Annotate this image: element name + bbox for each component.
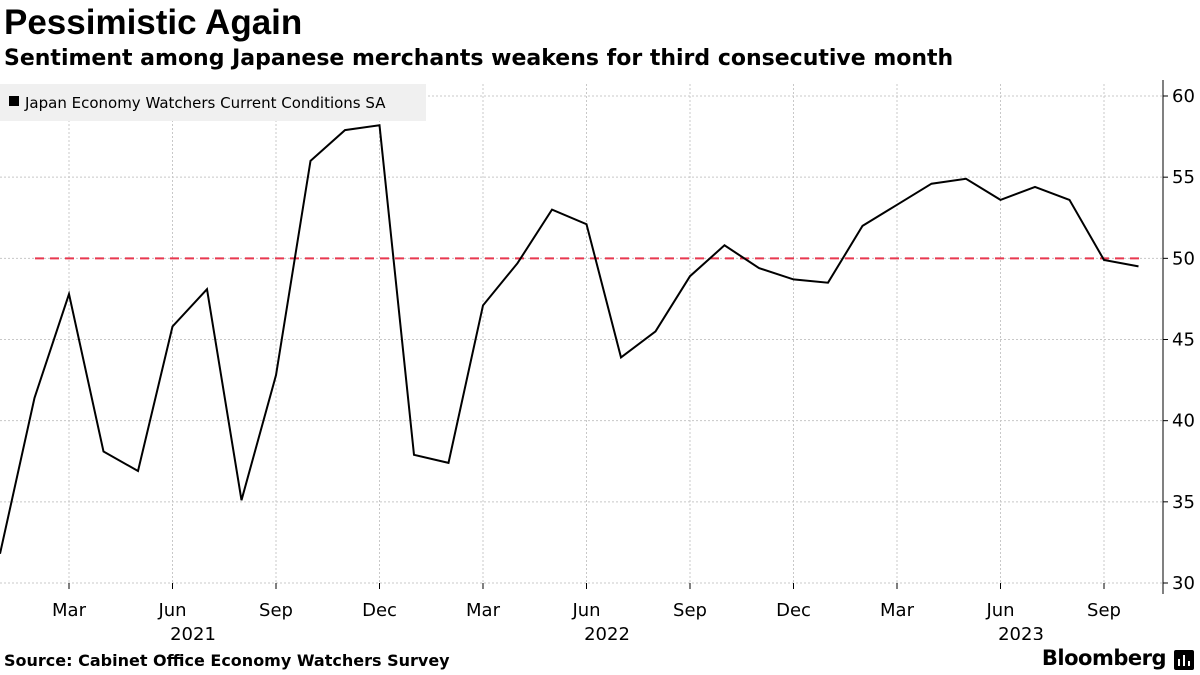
y-tick-label: 55	[1172, 167, 1195, 188]
x-tick-label: Sep	[673, 600, 707, 621]
x-year-label: 2021	[170, 624, 216, 640]
data-point	[550, 207, 555, 212]
data-point	[136, 468, 141, 473]
series-line-economy-watchers	[0, 124, 1139, 555]
data-point	[757, 266, 762, 271]
y-gridlines	[0, 95, 1163, 584]
data-point	[826, 280, 831, 285]
x-tick-label: Dec	[776, 600, 811, 621]
y-tick-label: 45	[1172, 330, 1195, 351]
data-point	[412, 452, 417, 457]
data-point	[239, 498, 244, 503]
legend-swatch	[9, 96, 19, 106]
data-point	[101, 449, 106, 454]
x-axis-ticks: Mar 2021 Jun Sep Dec Mar 2022 Jun Sep Dec Mar 2023 J…	[52, 583, 1121, 640]
x-year-label: 2023	[998, 624, 1044, 640]
data-point	[895, 202, 900, 207]
y-tick-label: 40	[1172, 411, 1195, 432]
y-axis-ticks: 30 35 40 45 50 55 60	[1163, 86, 1195, 594]
x-tick-label: Dec	[362, 600, 397, 621]
data-point	[998, 197, 1003, 202]
data-point	[653, 329, 658, 334]
legend-background	[0, 84, 426, 121]
x-tick-label: Jun	[571, 600, 600, 621]
data-point	[722, 243, 727, 248]
chart-title: Pessimistic Again	[4, 3, 303, 42]
y-tick-label: 35	[1172, 492, 1195, 513]
data-point	[274, 373, 279, 378]
data-point	[584, 222, 589, 227]
data-point	[688, 274, 693, 279]
x-year-label: 2022	[584, 624, 630, 640]
y-tick-label: 50	[1172, 248, 1195, 269]
legend-label: Japan Economy Watchers Current Condition…	[24, 94, 386, 112]
x-tick-label: Mar	[466, 600, 501, 621]
source-note: Source: Cabinet Office Economy Watchers …	[4, 651, 450, 670]
data-point	[377, 123, 382, 128]
bloomberg-chart-icon	[1174, 650, 1194, 670]
x-tick-label: Jun	[157, 600, 186, 621]
bloomberg-logo: Bloomberg	[1041, 646, 1167, 670]
y-tick-label: 60	[1172, 86, 1195, 107]
chart-subtitle: Sentiment among Japanese merchants weake…	[4, 46, 954, 71]
data-point	[308, 158, 313, 163]
x-tick-label: Mar	[880, 600, 915, 621]
data-point	[860, 223, 865, 228]
data-point	[929, 181, 934, 186]
data-point	[481, 303, 486, 308]
y-tick-label: 30	[1172, 573, 1195, 594]
x-tick-label: Jun	[985, 600, 1014, 621]
data-point	[619, 355, 624, 360]
data-point	[446, 460, 451, 465]
line-chart: Japan Economy Watchers Current Condition…	[0, 80, 1195, 640]
data-point	[205, 287, 210, 292]
data-point	[791, 277, 796, 282]
data-point	[1067, 197, 1072, 202]
data-point	[67, 292, 72, 297]
data-point	[1102, 257, 1107, 262]
data-point	[1033, 184, 1038, 189]
data-point	[515, 261, 520, 266]
legend: Japan Economy Watchers Current Condition…	[0, 84, 426, 121]
x-tick-label: Sep	[1087, 600, 1121, 621]
x-tick-label: Mar	[52, 600, 87, 621]
x-gridlines	[68, 84, 1105, 583]
x-tick-label: Sep	[259, 600, 293, 621]
data-point	[0, 551, 3, 556]
data-point	[32, 395, 37, 400]
data-point	[343, 128, 348, 133]
data-point	[170, 324, 175, 329]
data-point	[964, 176, 969, 181]
data-point	[1136, 264, 1141, 269]
